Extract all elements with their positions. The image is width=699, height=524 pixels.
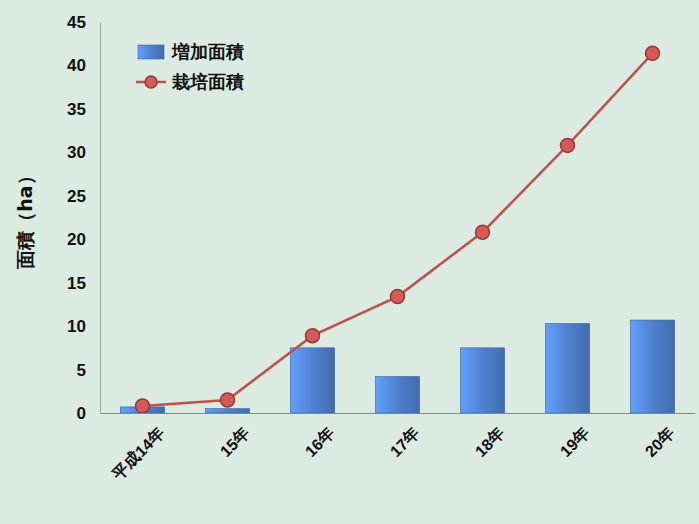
x-tick-label: 平成14年 [108, 424, 167, 483]
x-tick: 平成14年 [108, 413, 167, 483]
line [143, 53, 653, 406]
y-tick: 0 [77, 404, 100, 423]
x-tick: 19年 [557, 413, 593, 460]
y-tick: 25 [67, 187, 100, 206]
y-tick-label: 5 [77, 360, 86, 379]
bar [290, 348, 334, 413]
marker [476, 225, 490, 239]
y-tick: 10 [67, 317, 100, 336]
marker [561, 138, 575, 152]
x-tick: 16年 [302, 413, 338, 460]
legend-item: 栽培面積 [136, 71, 244, 92]
legend-swatch [138, 45, 164, 59]
bar [630, 320, 674, 413]
x-tick-label: 19年 [557, 424, 593, 460]
x-tick: 20年 [642, 413, 678, 460]
background [0, 0, 699, 524]
legend-item: 増加面積 [138, 41, 244, 62]
chart: 0 5 10 15 20 25 30 35 40 45 平成14年 15年 16年 17年 18年 19年 20… [0, 0, 699, 524]
y-tick-label: 45 [67, 13, 86, 32]
y-tick: 40 [67, 56, 100, 75]
y-tick: 30 [67, 143, 100, 162]
legend-label: 増加面積 [171, 41, 244, 62]
x-tick: 15年 [217, 413, 253, 460]
x-tick: 18年 [472, 413, 508, 460]
marker [306, 329, 320, 343]
y-tick: 20 [67, 230, 100, 249]
bar [375, 377, 419, 413]
y-tick-label: 15 [67, 274, 86, 293]
bar-series [120, 320, 674, 413]
x-axis-line [101, 413, 696, 414]
bar [460, 348, 504, 413]
x-tick-label: 17年 [387, 424, 423, 460]
markers [136, 46, 660, 413]
marker [391, 290, 405, 304]
plot-area [120, 46, 674, 413]
y-tick: 5 [77, 360, 100, 379]
marker [136, 399, 150, 413]
y-tick-label: 25 [67, 187, 86, 206]
y-tick: 45 [67, 13, 100, 32]
x-tick-label: 18年 [472, 424, 508, 460]
legend-label: 栽培面積 [171, 71, 244, 92]
y-tick-label: 40 [67, 56, 86, 75]
x-tick: 17年 [387, 413, 423, 460]
y-tick-label: 35 [67, 100, 86, 119]
y-tick: 15 [67, 274, 100, 293]
x-tick-label: 15年 [217, 424, 253, 460]
marker [646, 46, 660, 60]
marker [221, 393, 235, 407]
x-axis: 平成14年 15年 16年 17年 18年 19年 20年 [101, 413, 696, 483]
legend-marker [145, 76, 157, 88]
bar [205, 409, 249, 413]
legend: 増加面積栽培面積 [136, 41, 244, 92]
x-tick-label: 20年 [642, 424, 678, 460]
bar [545, 324, 589, 413]
y-axis-title: 面積（ha） [14, 166, 36, 269]
y-tick-label: 30 [67, 143, 86, 162]
x-tick-label: 16年 [302, 424, 338, 460]
y-axis-line [100, 23, 101, 414]
y-tick: 35 [67, 100, 100, 119]
y-tick-label: 20 [67, 230, 86, 249]
y-tick-label: 10 [67, 317, 86, 336]
y-tick-label: 0 [77, 404, 86, 423]
y-axis: 0 5 10 15 20 25 30 35 40 45 [67, 13, 100, 423]
